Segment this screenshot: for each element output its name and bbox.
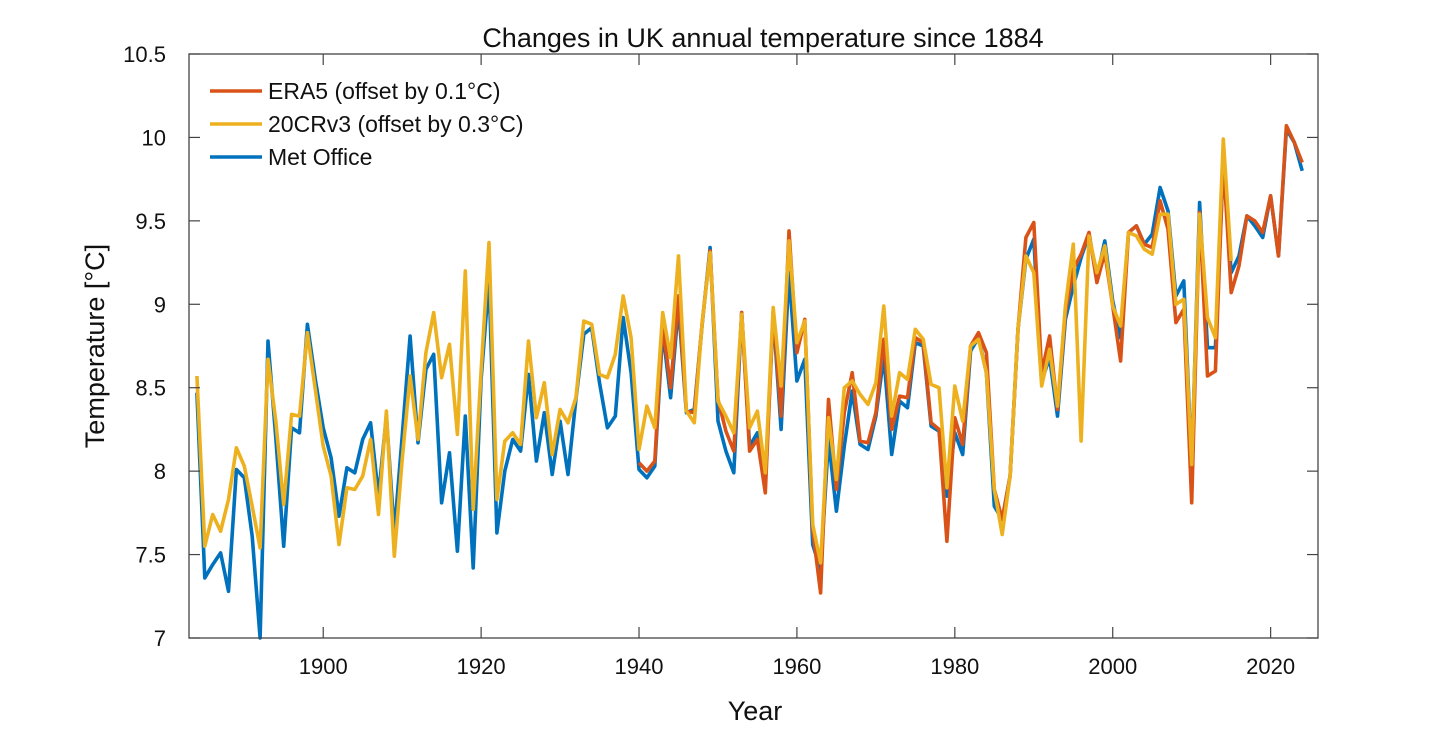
y-tick-label: 9.5 xyxy=(135,209,166,234)
series-layer xyxy=(195,123,1304,640)
y-tick-label: 8 xyxy=(154,459,166,484)
y-axis-label: Temperature [°C] xyxy=(80,244,110,448)
series-line-20crv3 xyxy=(195,137,1233,565)
x-tick-label: 1980 xyxy=(930,654,979,679)
chart-title: Changes in UK annual temperature since 1… xyxy=(482,23,1043,53)
y-tick-label: 7 xyxy=(154,626,166,651)
y-tick-label: 10.5 xyxy=(123,42,166,67)
legend: ERA5 (offset by 0.1°C) 20CRv3 (offset by … xyxy=(210,78,524,170)
y-tick-label: 7.5 xyxy=(135,543,166,568)
x-tick-label: 1940 xyxy=(615,654,664,679)
x-tick-label: 1900 xyxy=(299,654,348,679)
x-tick-label: 1960 xyxy=(772,654,821,679)
legend-label: ERA5 (offset by 0.1°C) xyxy=(268,78,500,104)
axes-box xyxy=(188,53,1319,639)
x-axis-label: Year xyxy=(728,696,783,726)
x-tick-label: 2020 xyxy=(1246,654,1295,679)
x-tick-label: 1920 xyxy=(457,654,506,679)
y-tick-label: 9 xyxy=(154,292,166,317)
y-tick-label: 10 xyxy=(142,125,166,150)
series-line-met xyxy=(195,127,1304,640)
y-tick-label: 8.5 xyxy=(135,376,166,401)
legend-label: Met Office xyxy=(268,144,372,170)
x-tick-label: 2000 xyxy=(1088,654,1137,679)
ticks-layer: 1900 1920 1940 1960 1980 2000 2020 7 7.5 8 8.5 9 9.5… xyxy=(123,42,1318,679)
legend-label: 20CRv3 (offset by 0.3°C) xyxy=(268,111,524,137)
